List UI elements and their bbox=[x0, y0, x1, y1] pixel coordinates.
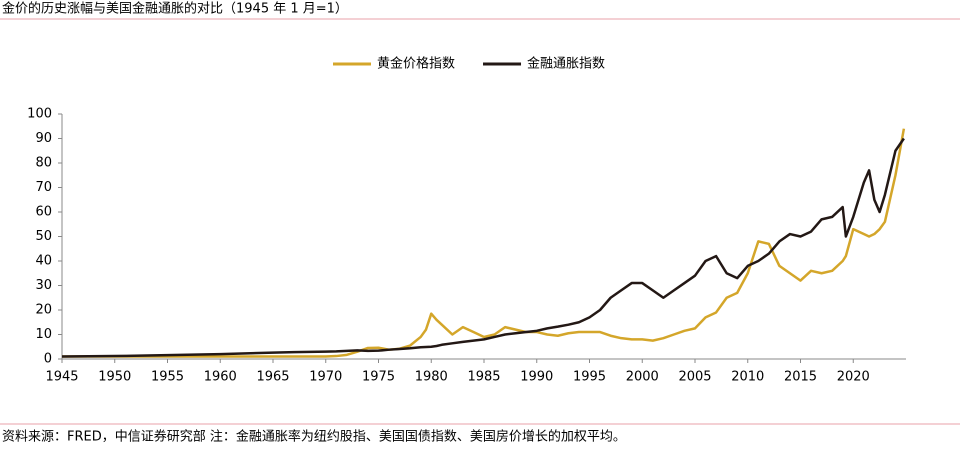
x-tick-label: 1955 bbox=[151, 370, 184, 385]
y-tick-label: 0 bbox=[44, 352, 52, 367]
y-tick-label: 50 bbox=[35, 229, 52, 244]
series-line bbox=[62, 128, 906, 358]
legend-label: 黄金价格指数 bbox=[377, 56, 455, 72]
x-tick-label: 2015 bbox=[784, 370, 817, 385]
y-tick-label: 70 bbox=[35, 180, 52, 195]
y-tick-label: 30 bbox=[35, 278, 52, 293]
x-tick-label: 1990 bbox=[520, 370, 553, 385]
chart-title: 金价的历史涨幅与美国金融通胀的对比（1945 年 1 月=1） bbox=[2, 1, 348, 17]
y-tick-label: 10 bbox=[35, 327, 52, 342]
x-tick-label: 1995 bbox=[573, 370, 606, 385]
y-tick-label: 90 bbox=[35, 131, 52, 146]
y-tick-label: 60 bbox=[35, 205, 52, 220]
source-note: 资料来源：FRED，中信证券研究部 注：金融通胀率为纽约股指、美国国债指数、美国… bbox=[2, 429, 626, 445]
y-tick-label: 20 bbox=[35, 303, 52, 318]
x-tick-label: 2010 bbox=[731, 370, 764, 385]
x-tick-label: 2000 bbox=[626, 370, 659, 385]
y-tick-label: 100 bbox=[27, 107, 52, 122]
x-tick-label: 1945 bbox=[45, 370, 78, 385]
series-line bbox=[61, 137, 905, 358]
x-tick-label: 1950 bbox=[98, 370, 131, 385]
y-tick-label: 80 bbox=[35, 156, 52, 171]
legend-label: 金融通胀指数 bbox=[527, 56, 605, 72]
x-tick-label: 1970 bbox=[309, 370, 342, 385]
x-tick-label: 1965 bbox=[256, 370, 289, 385]
x-tick-label: 2020 bbox=[837, 370, 870, 385]
y-tick-label: 40 bbox=[35, 254, 52, 269]
x-tick-label: 1960 bbox=[204, 370, 237, 385]
x-tick-label: 1980 bbox=[415, 370, 448, 385]
legend: 黄金价格指数 金融通胀指数 bbox=[333, 56, 605, 72]
x-tick-label: 2005 bbox=[678, 370, 711, 385]
x-tick-label: 1975 bbox=[362, 370, 395, 385]
x-tick-label: 1985 bbox=[467, 370, 500, 385]
